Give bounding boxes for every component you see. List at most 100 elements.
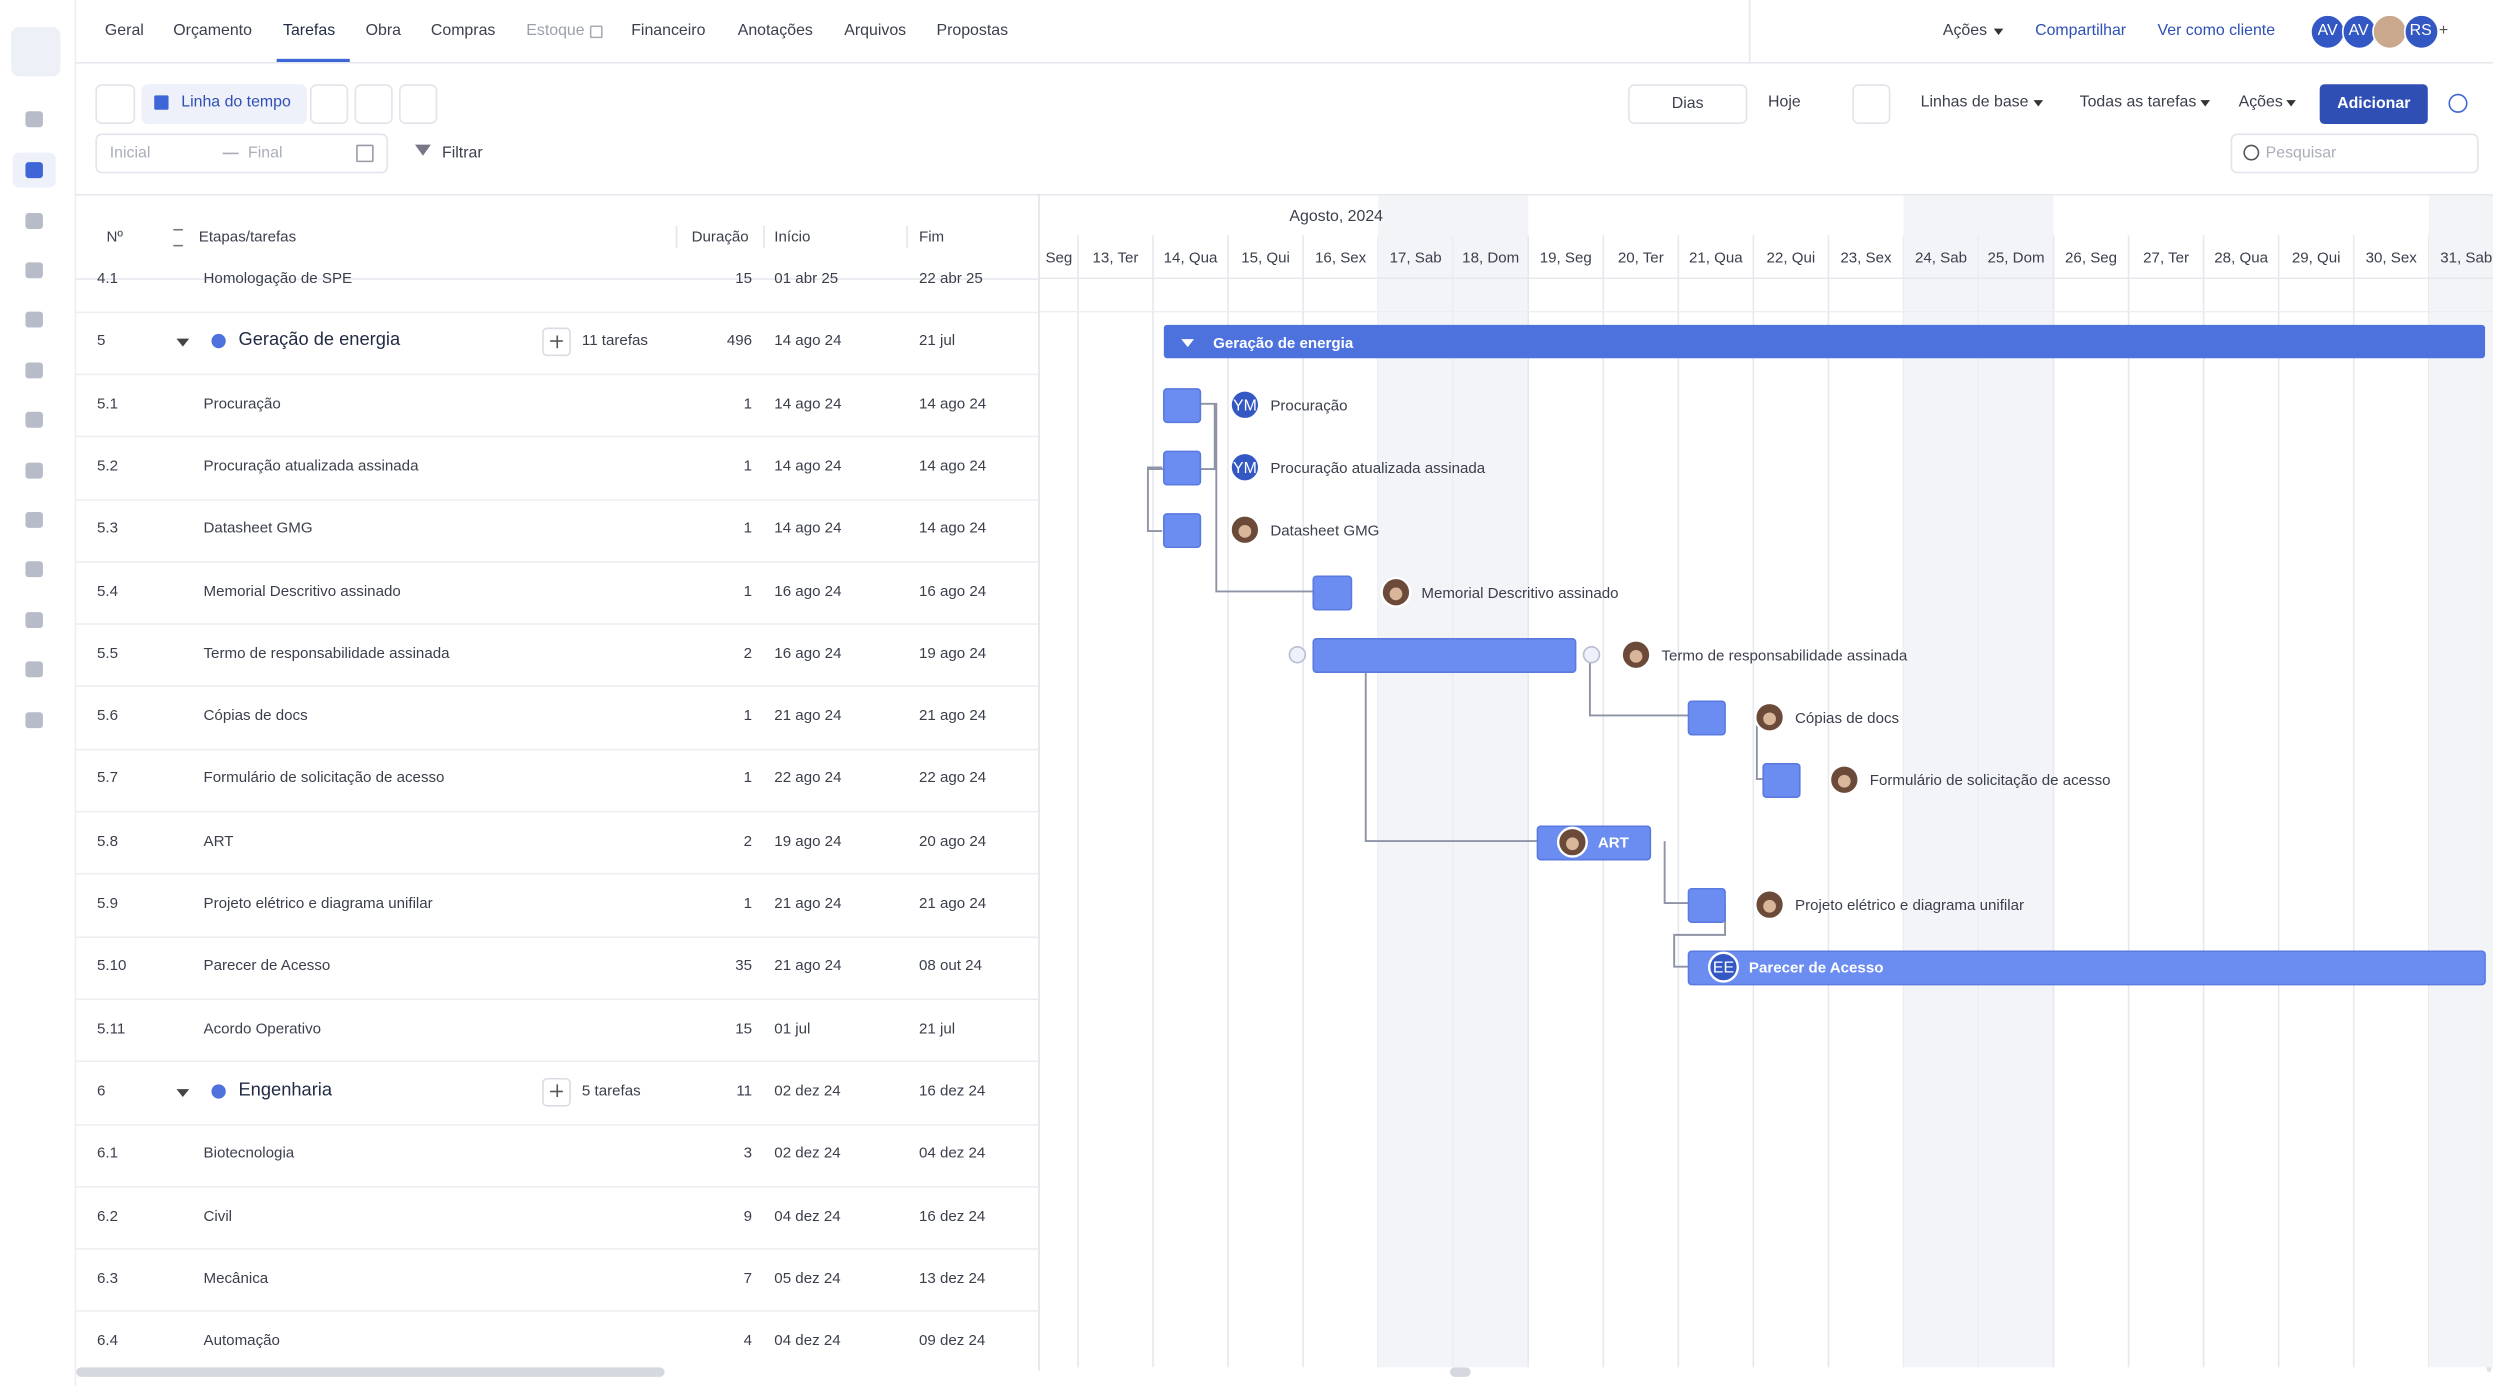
duration: 9: [743, 1207, 753, 1226]
task-name[interactable]: Termo de responsabilidade assinada: [203, 645, 450, 663]
bar-label: Formulário de solicitação de acesso: [1870, 772, 2111, 789]
nav-icon[interactable]: [25, 111, 43, 128]
duration: 3: [743, 1145, 753, 1163]
tab[interactable]: Financeiro: [631, 22, 706, 40]
tab[interactable]: Orçamento: [173, 22, 252, 40]
col-sep: [906, 225, 908, 249]
view-btn[interactable]: [354, 84, 393, 125]
actions[interactable]: Ações: [1942, 22, 1988, 40]
client-view[interactable]: Ver como cliente: [2157, 22, 2276, 40]
task-name[interactable]: Cópias de docs: [203, 707, 308, 726]
branch-btn[interactable]: [1852, 84, 1891, 125]
date-range[interactable]: [95, 133, 388, 174]
start-input[interactable]: Inicial: [109, 144, 151, 163]
tab[interactable]: Anotações: [737, 22, 813, 40]
dependency: [1673, 903, 1727, 968]
end: 14 ago 24: [918, 520, 987, 538]
bar-label: ART: [1598, 835, 1630, 852]
filter-btn[interactable]: Filtrar: [441, 144, 483, 163]
add-btn[interactable]: Adicionar: [2319, 84, 2428, 125]
scale-btn[interactable]: Dias: [1628, 84, 1748, 125]
tab[interactable]: Propostas: [936, 22, 1009, 40]
duration: 1: [743, 707, 753, 726]
row-line: [74, 560, 1039, 563]
task-name[interactable]: Procuração atualizada assinada: [203, 457, 419, 476]
nav-icon[interactable]: [25, 311, 43, 328]
tab-underline: [276, 58, 350, 63]
row-no: 5.5: [96, 645, 119, 663]
nav-icon[interactable]: [25, 561, 43, 578]
sidebar-logo: [11, 27, 61, 77]
task-name[interactable]: Acordo Operativo: [203, 1020, 322, 1038]
start: 19 ago 24: [774, 832, 842, 851]
task-bar: [1687, 887, 1726, 923]
nav-icon[interactable]: [25, 213, 43, 229]
avatar[interactable]: RS: [2403, 14, 2439, 50]
task-name[interactable]: Datasheet GMG: [203, 520, 313, 538]
view-btn[interactable]: [141, 84, 307, 125]
dropdown[interactable]: Linhas de base: [1920, 93, 2029, 112]
nav-icon[interactable]: [25, 511, 43, 528]
task-name[interactable]: Biotecnologia: [203, 1145, 295, 1163]
task-bar: [1762, 763, 1801, 798]
share[interactable]: Compartilhar: [2035, 22, 2127, 40]
nav-icon[interactable]: [25, 262, 43, 279]
day-label: 22, Qui: [1767, 249, 1816, 266]
nav-icon[interactable]: [25, 462, 43, 479]
task-name[interactable]: Memorial Descritivo assinado: [203, 582, 401, 601]
add-task[interactable]: [542, 327, 571, 357]
task-name[interactable]: Geração de energia: [238, 331, 401, 351]
search[interactable]: [2230, 133, 2479, 174]
view-label[interactable]: Linha do tempo: [181, 93, 291, 112]
duration: 1: [743, 582, 753, 601]
avatar[interactable]: [2372, 14, 2408, 50]
nav-icon[interactable]: [25, 411, 43, 428]
lock-icon: [589, 25, 603, 39]
collapse[interactable]: [176, 1088, 190, 1103]
nav-icon[interactable]: [25, 712, 43, 729]
scrollbar: [76, 1367, 665, 1377]
nav-icon[interactable]: [25, 362, 43, 379]
dependency: [1200, 402, 1314, 593]
row-no: 4.1: [96, 270, 119, 288]
avatar[interactable]: AV: [2341, 14, 2377, 50]
tab[interactable]: Compras: [430, 22, 496, 40]
dropdown[interactable]: Ações: [2238, 93, 2283, 112]
tab[interactable]: Geral: [104, 22, 144, 40]
tab[interactable]: Tarefas: [283, 22, 336, 40]
task-name[interactable]: Procuração: [203, 395, 281, 413]
today-btn[interactable]: Hoje: [1767, 93, 1801, 112]
add-task[interactable]: [542, 1077, 571, 1107]
duration: 2: [743, 645, 753, 663]
task-name[interactable]: Engenharia: [238, 1080, 333, 1101]
connector: [1582, 645, 1601, 664]
task-name[interactable]: Homologação de SPE: [203, 270, 353, 288]
task-name[interactable]: Parecer de Acesso: [203, 957, 331, 976]
task-name[interactable]: ART: [203, 832, 234, 851]
end-input[interactable]: Final: [248, 144, 283, 163]
tab[interactable]: Obra: [365, 22, 402, 40]
tab[interactable]: Arquivos: [844, 22, 907, 40]
tab[interactable]: Estoque: [526, 22, 585, 40]
dropdown[interactable]: Todas as tarefas: [2079, 93, 2197, 112]
nav-icon[interactable]: [25, 612, 43, 629]
search-input[interactable]: Pesquisar: [2265, 144, 2337, 163]
task-name[interactable]: Projeto elétrico e diagrama unifilar: [203, 895, 433, 913]
view-btn[interactable]: [399, 84, 438, 125]
list-btn[interactable]: [95, 84, 136, 125]
task-name[interactable]: Formulário de solicitação de acesso: [203, 770, 445, 788]
collapse[interactable]: [176, 339, 190, 353]
split: [1038, 193, 1040, 1371]
avatar-face: [1763, 712, 1776, 726]
view-btn[interactable]: [310, 84, 349, 125]
plus: [555, 335, 558, 348]
nav-icon[interactable]: [25, 162, 43, 179]
end: 21 ago 24: [918, 895, 987, 913]
task-name[interactable]: Automação: [203, 1332, 280, 1350]
task-name[interactable]: Civil: [203, 1207, 233, 1226]
task-name[interactable]: Mecânica: [203, 1270, 269, 1288]
avatar[interactable]: AV: [2310, 14, 2346, 50]
duration: 35: [735, 957, 753, 976]
row-no: 5.2: [96, 457, 119, 476]
nav-icon[interactable]: [25, 661, 43, 678]
